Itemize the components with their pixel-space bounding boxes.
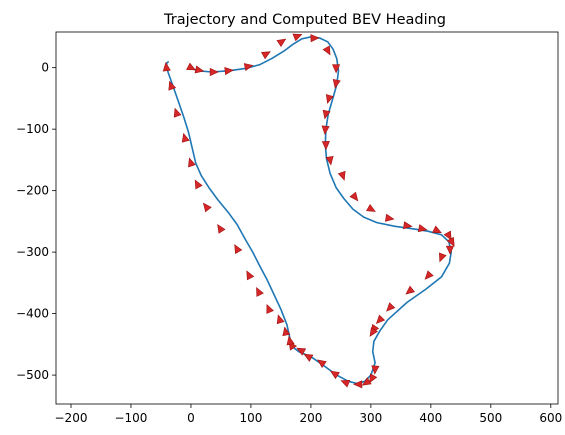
- heading-arrow: [168, 80, 177, 91]
- x-tick-label: 600: [539, 411, 562, 425]
- heading-arrow: [266, 304, 274, 314]
- heading-arrow: [202, 202, 212, 213]
- heading-arrow: [446, 236, 455, 247]
- heading-arrow: [369, 373, 378, 384]
- heading-arrow: [261, 51, 271, 60]
- heading-arrow: [194, 179, 203, 190]
- plot-frame: [55, 31, 559, 405]
- heading-arrow: [366, 203, 376, 212]
- heading-arrow: [371, 365, 380, 375]
- heading-arrow: [296, 347, 307, 356]
- heading-arrow: [332, 78, 341, 89]
- heading-arrow: [325, 155, 334, 166]
- heading-arrow: [361, 377, 372, 386]
- x-tick-label: 200: [299, 411, 322, 425]
- heading-arrow: [276, 314, 285, 325]
- y-tick-label: 0: [41, 61, 49, 75]
- heading-arrow: [432, 225, 442, 234]
- heading-arrow: [322, 45, 331, 56]
- heading-arrow: [417, 224, 428, 233]
- heading-arrow: [322, 109, 331, 120]
- chart-title: Trajectory and Computed BEV Heading: [163, 12, 446, 28]
- heading-arrow: [340, 379, 351, 388]
- heading-arrow: [439, 252, 447, 263]
- x-axis: −200 −100 0 100 200 300 400 500 600: [55, 404, 562, 425]
- heading-arrow: [321, 141, 330, 151]
- heading-arrow: [217, 223, 226, 234]
- x-tick-label: −200: [55, 411, 88, 425]
- heading-arrow: [173, 107, 182, 118]
- heading-arrow: [162, 62, 171, 72]
- heading-arrow: [349, 191, 359, 202]
- x-tick-label: 500: [479, 411, 502, 425]
- heading-arrow: [424, 270, 434, 280]
- heading-arrow: [321, 125, 330, 135]
- heading-arrow: [445, 245, 454, 255]
- heading-arrow: [325, 94, 334, 104]
- heading-arrow: [186, 62, 197, 71]
- heading-arrow: [369, 327, 378, 337]
- heading-arrow: [276, 38, 287, 48]
- heading-arrow: [405, 285, 416, 295]
- heading-arrow: [337, 170, 346, 181]
- heading-arrow: [292, 33, 303, 42]
- x-tick-label: 0: [187, 411, 195, 425]
- heading-arrow: [181, 132, 190, 143]
- heading-arrow: [332, 64, 341, 74]
- trajectory-path: [165, 36, 453, 385]
- x-tick-label: 100: [239, 411, 262, 425]
- heading-arrow: [353, 380, 363, 389]
- heading-arrow: [188, 157, 196, 168]
- heading-arrow: [443, 230, 452, 241]
- heading-arrow: [286, 335, 295, 346]
- heading-arrow: [386, 302, 396, 312]
- heading-arrow: [403, 221, 413, 230]
- heading-arrow: [303, 353, 314, 362]
- x-tick-label: 400: [419, 411, 442, 425]
- x-tick-label: 300: [359, 411, 382, 425]
- heading-arrow: [317, 359, 327, 369]
- y-tick-label: −400: [16, 307, 49, 321]
- heading-arrow: [234, 244, 243, 254]
- y-tick-label: −100: [16, 122, 49, 136]
- heading-arrow: [209, 67, 219, 77]
- heading-arrow: [330, 370, 340, 380]
- heading-arrow: [246, 270, 255, 281]
- heading-arrow: [282, 326, 291, 337]
- heading-arrow: [384, 213, 395, 222]
- heading-arrow: [224, 67, 234, 76]
- y-axis: 0 −100 −200 −300 −400 −500: [16, 61, 56, 382]
- heading-arrow: [375, 314, 386, 324]
- heading-arrow: [194, 65, 205, 74]
- heading-arrow: [256, 286, 264, 297]
- y-tick-label: −200: [16, 184, 49, 198]
- y-tick-label: −500: [16, 368, 49, 382]
- heading-arrow: [243, 63, 254, 72]
- x-tick-label: −100: [114, 411, 147, 425]
- heading-arrow: [310, 34, 320, 43]
- y-tick-label: −300: [16, 245, 49, 259]
- heading-arrows: [162, 33, 455, 389]
